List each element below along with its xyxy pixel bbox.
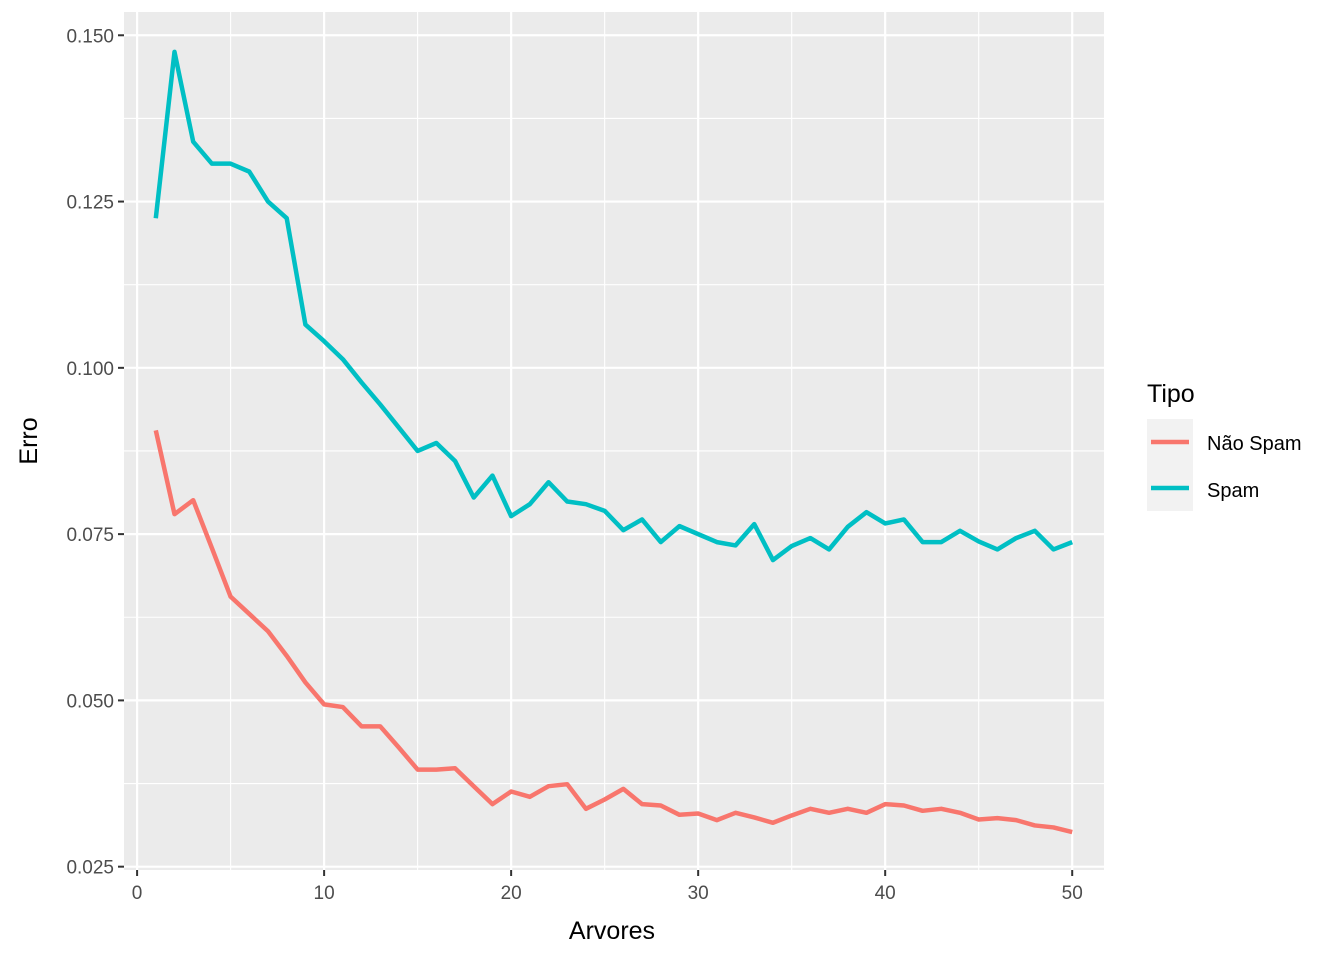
y-tick-label: 0.150 — [66, 26, 114, 47]
x-tick-label: 20 — [501, 883, 522, 904]
x-axis-title: Arvores — [569, 917, 655, 945]
x-tick-label: 30 — [688, 883, 709, 904]
legend-label-nao-spam: Não Spam — [1207, 433, 1302, 455]
y-tick-label: 0.100 — [66, 359, 114, 380]
x-tick-label: 50 — [1062, 883, 1083, 904]
x-tick-label: 10 — [314, 883, 335, 904]
series-line-nao-spam — [153, 429, 1073, 835]
y-tick-label: 0.125 — [66, 193, 114, 214]
y-axis: 0.025 0.050 0.075 0.100 0.125 0.150 — [66, 26, 124, 879]
y-tick-label: 0.025 — [66, 858, 114, 879]
x-axis: 0 10 20 30 40 50 — [132, 870, 1083, 904]
legend-title: Tipo — [1147, 380, 1195, 408]
series-lines — [153, 49, 1074, 835]
y-tick-label: 0.075 — [66, 525, 114, 546]
legend-label-spam: Spam — [1207, 480, 1259, 502]
major-gridlines — [124, 12, 1104, 870]
minor-gridlines — [124, 12, 1104, 870]
x-tick-label: 0 — [132, 883, 143, 904]
panel-background — [124, 12, 1104, 870]
x-tick-label: 40 — [875, 883, 896, 904]
series-line-spam — [153, 49, 1074, 563]
y-axis-title: Erro — [15, 417, 43, 464]
legend: Tipo Não Spam Spam — [1147, 380, 1302, 511]
y-tick-label: 0.050 — [66, 691, 114, 712]
